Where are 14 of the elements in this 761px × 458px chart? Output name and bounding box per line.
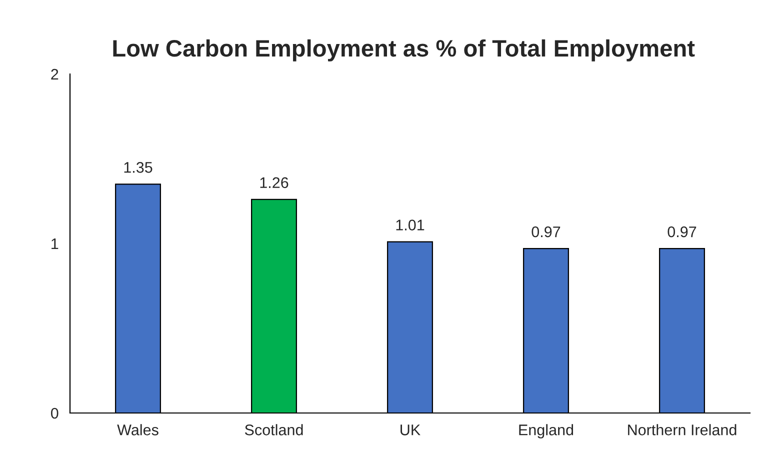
x-tick-label: Northern Ireland — [628, 424, 736, 436]
x-tick-label: UK — [400, 424, 420, 436]
chart-title: Low Carbon Employment as % of Total Employment — [113, 39, 695, 62]
data-label: 0.97 — [668, 226, 696, 238]
y-tick-label: 2 — [51, 68, 58, 80]
data-label: 1.01 — [396, 220, 424, 230]
data-label: 1.35 — [124, 162, 152, 173]
x-tick-label: Wales — [117, 424, 158, 436]
data-label: 0.97 — [532, 226, 560, 238]
data-label: 1.26 — [260, 177, 288, 188]
x-tick-label: England — [519, 424, 574, 438]
y-tick-label: 1 — [52, 238, 58, 250]
y-tick-label: 0 — [50, 408, 58, 419]
x-tick-label: Scotland — [244, 424, 303, 436]
